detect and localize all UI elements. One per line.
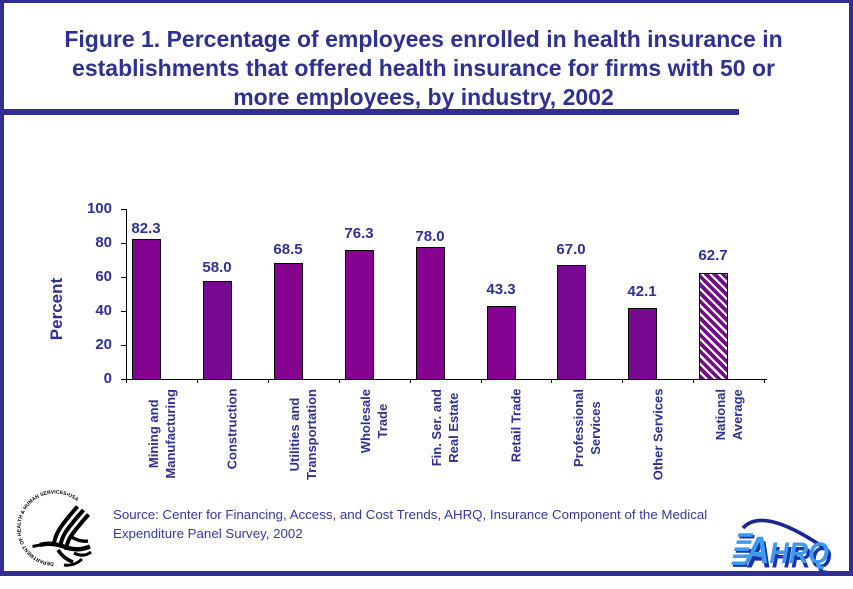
svg-text:AHRQ: AHRQ [744, 530, 829, 572]
